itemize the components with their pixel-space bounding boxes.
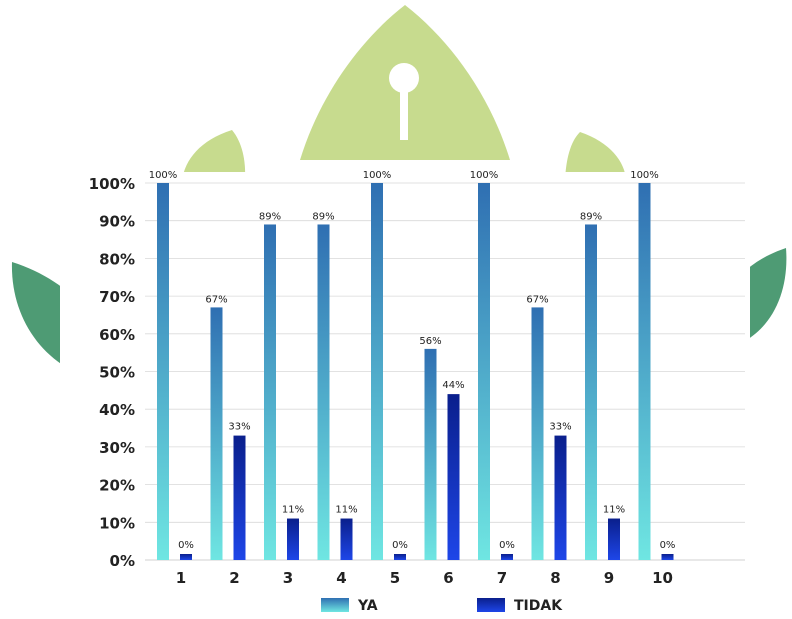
legend-label-tidak: TIDAK: [514, 598, 563, 614]
y-tick-label: 90%: [99, 213, 135, 231]
chart-panel: [60, 172, 750, 602]
bar-tidak: [608, 518, 620, 560]
data-label-ya: 100%: [630, 170, 659, 181]
data-label-tidak: 11%: [335, 505, 357, 516]
data-label-tidak: 0%: [392, 540, 408, 551]
x-tick-label: 5: [390, 569, 400, 587]
y-tick-label: 10%: [99, 514, 135, 532]
y-tick-label: 0%: [110, 552, 135, 570]
data-label-ya: 100%: [363, 170, 392, 181]
y-tick-label: 20%: [99, 477, 135, 495]
data-label-ya: 67%: [526, 294, 548, 305]
data-label-tidak: 0%: [660, 540, 676, 551]
x-tick-label: 4: [336, 569, 346, 587]
bar-tidak: [340, 518, 353, 560]
data-label-tidak: 11%: [282, 505, 304, 516]
data-label-tidak: 11%: [603, 505, 625, 516]
x-tick-label: 10: [652, 569, 673, 587]
data-label-ya: 89%: [259, 211, 281, 222]
bar-ya: [371, 183, 383, 560]
data-label-tidak: 33%: [228, 422, 250, 433]
x-tick-label: 2: [229, 569, 239, 587]
y-tick-label: 30%: [99, 439, 135, 457]
data-label-tidak: 33%: [549, 422, 571, 433]
legend-swatch-tidak: [477, 598, 505, 612]
y-axis: 0% 10% 20% 30% 40% 50% 60% 70% 80% 90% 100%: [89, 175, 135, 570]
bar-ya: [317, 224, 330, 560]
bar-ya: [638, 183, 651, 560]
bar-tidak: [287, 518, 299, 560]
data-label-tidak: 44%: [442, 380, 464, 391]
y-tick-label: 50%: [99, 364, 135, 382]
y-tick-label: 100%: [89, 175, 135, 193]
bar-ya: [424, 348, 437, 560]
data-label-tidak: 0%: [178, 540, 194, 551]
bar-tidak: [394, 554, 406, 560]
bar-ya: [531, 307, 544, 560]
data-label-ya: 67%: [205, 294, 227, 305]
bar-ya: [264, 224, 276, 560]
legend-swatch-ya: [321, 598, 349, 612]
bar-tidak: [554, 435, 567, 560]
legend-label-ya: YA: [357, 598, 378, 614]
bar-tidak: [447, 394, 460, 560]
bars: [157, 183, 674, 560]
x-axis: 1 2 3 4 5 6 7 8 9 10: [176, 569, 673, 587]
bar-tidak: [501, 554, 513, 560]
data-label-ya: 56%: [419, 336, 441, 347]
watermark-sprout-left: [182, 130, 246, 180]
bar-ya: [478, 183, 490, 560]
data-label-ya: 89%: [580, 211, 602, 222]
y-tick-label: 40%: [99, 401, 135, 419]
data-label-ya: 100%: [149, 170, 178, 181]
y-tick-label: 60%: [99, 326, 135, 344]
x-tick-label: 9: [604, 569, 614, 587]
bar-tidak: [233, 435, 246, 560]
watermark-sprout-right: [565, 132, 626, 180]
bar-ya: [210, 307, 223, 560]
data-label-tidak: 0%: [499, 540, 515, 551]
watermark-stem: [400, 88, 408, 140]
legend: YA TIDAK: [321, 598, 563, 614]
x-tick-label: 7: [497, 569, 507, 587]
bar-tidak: [180, 554, 192, 560]
bar-ya: [157, 183, 169, 560]
data-label-ya: 89%: [312, 211, 334, 222]
bar-ya: [585, 224, 597, 560]
bar-tidak: [661, 554, 674, 560]
y-tick-label: 70%: [99, 288, 135, 306]
x-tick-label: 6: [443, 569, 453, 587]
x-tick-label: 3: [283, 569, 293, 587]
x-tick-label: 8: [550, 569, 560, 587]
x-tick-label: 1: [176, 569, 186, 587]
bar-labels: 100% 0% 67% 33% 89% 11% 89% 11% 100% 0% 56% 44% 100%…: [149, 170, 676, 551]
y-tick-label: 80%: [99, 250, 135, 268]
data-label-ya: 100%: [470, 170, 499, 181]
watermark-knob: [389, 63, 419, 93]
